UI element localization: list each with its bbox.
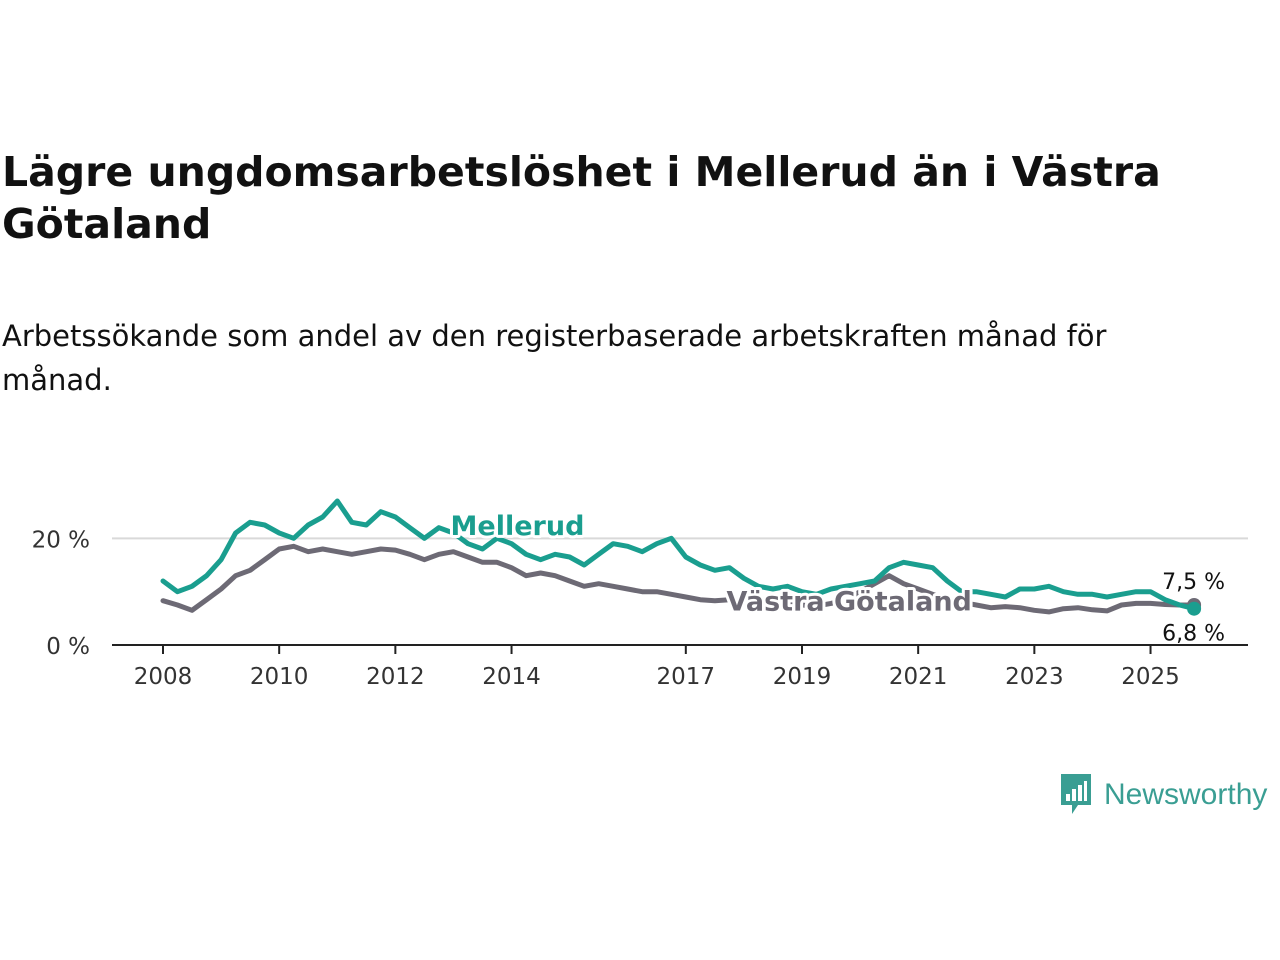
- axis-layer: 0 % 20 % 2008 2010 2012 2014 2017 2019 2021 2023 2…: [32, 527, 1248, 690]
- end-value-label: 6,8 %: [1162, 622, 1225, 647]
- y-tick-label: 20 %: [32, 527, 90, 553]
- y-tick-label: 0 %: [46, 634, 90, 660]
- series-layer: [160, 498, 1202, 616]
- x-tick-label: 2021: [889, 664, 948, 690]
- chart-title: Lägre ungdomsarbetslöshet i Mellerud än …: [2, 148, 1161, 248]
- x-tick-label: 2023: [1005, 664, 1064, 690]
- x-tick-label: 2017: [657, 664, 716, 690]
- brand-name: Newsworthy: [1104, 778, 1268, 811]
- series-endpoint-mellerud: [1187, 601, 1202, 616]
- end-value-label: 7,5 %: [1162, 570, 1225, 595]
- bar-chart-speech-bubble-icon: [1061, 774, 1091, 814]
- label-layer: Mellerud Västra Götaland 7,5 % 6,8 %: [448, 508, 1225, 647]
- series-label: Mellerud: [451, 511, 585, 542]
- series-label: Västra Götaland: [726, 587, 971, 618]
- chart-subtitle: Arbetssökande som andel av den registerb…: [2, 319, 1107, 397]
- line-chart: Mellerud Västra Götaland 7,5 % 6,8 % 0 % 20 …: [32, 498, 1248, 690]
- x-tick-label: 2008: [134, 664, 193, 690]
- series-line-mellerud: [160, 498, 1197, 612]
- x-tick-label: 2012: [366, 664, 425, 690]
- brand-logo: Newsworthy: [1058, 772, 1267, 818]
- x-tick-label: 2025: [1121, 664, 1180, 690]
- x-tick-label: 2019: [773, 664, 832, 690]
- x-tick-label: 2010: [250, 664, 309, 690]
- x-tick-label: 2014: [482, 664, 541, 690]
- series-line-v-stra-g-taland: [160, 543, 1197, 615]
